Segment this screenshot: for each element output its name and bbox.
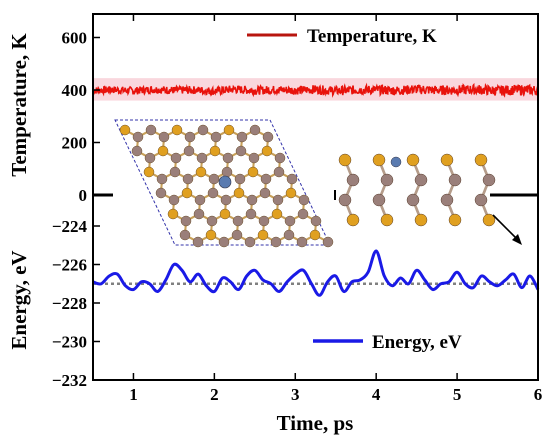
x-tick-label: 1: [129, 385, 138, 404]
x-tick-label: 6: [534, 385, 543, 404]
x-axis-label: Time, ps: [277, 411, 354, 435]
arrow: [492, 214, 522, 245]
y-tick-label-temperature: 600: [62, 29, 88, 48]
temperature-series: [92, 78, 539, 101]
energy-line: [92, 249, 540, 297]
x-tick-label: 4: [372, 385, 381, 404]
y-tick-label-temperature: 0: [79, 186, 88, 205]
y-tick-label-energy: −230: [52, 333, 87, 352]
y-tick-label-energy: −224: [52, 217, 88, 236]
y-tick-label-energy: −228: [52, 294, 87, 313]
y-tick-label-temperature: 200: [62, 134, 88, 153]
legend-temperature: Temperature, K: [247, 26, 437, 47]
inset-structure-top-view: [114, 119, 334, 248]
x-tick-label: 5: [453, 385, 462, 404]
legend-temperature-label: Temperature, K: [307, 26, 437, 47]
y-tick-label-energy: −226: [52, 256, 87, 275]
dopant-atom: [218, 175, 232, 189]
y-axis-label-energy: Energy, eV: [7, 250, 31, 349]
temperature-line: [92, 82, 539, 98]
x-tick-label: 3: [291, 385, 300, 404]
inset-structure-side-view: [338, 153, 496, 227]
legend-energy: Energy, eV: [313, 332, 462, 353]
plot-frame: [92, 13, 539, 381]
energy-series: [92, 249, 540, 297]
legend-energy-label: Energy, eV: [372, 332, 462, 353]
y-tick-label-energy: −232: [52, 371, 87, 390]
y-axis-label-temperature: Temperature, K: [7, 33, 31, 177]
x-tick-label: 2: [210, 385, 219, 404]
y-tick-label-temperature: 400: [62, 81, 88, 100]
